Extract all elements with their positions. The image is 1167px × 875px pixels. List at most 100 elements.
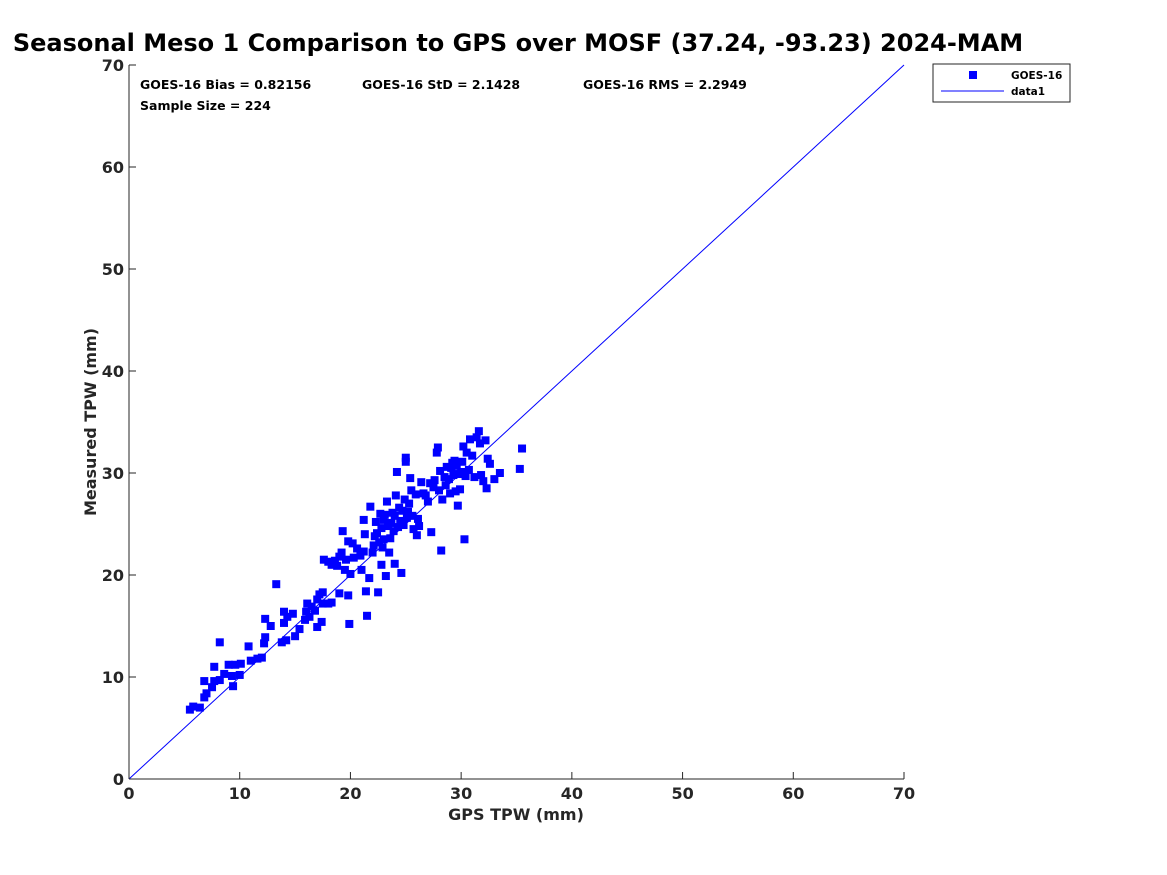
stats-annotations: GOES-16 Bias = 0.82156 GOES-16 StD = 2.1…	[140, 77, 747, 113]
scatter-point	[452, 461, 461, 470]
scatter-point	[401, 453, 410, 462]
x-tick-label: 70	[893, 784, 915, 803]
scatter-point	[413, 514, 422, 523]
scatter-point	[394, 523, 403, 532]
scatter-point	[461, 472, 470, 481]
scatter-point	[377, 524, 386, 533]
x-tick-label: 40	[561, 784, 583, 803]
std-annotation: GOES-16 StD = 2.1428	[362, 77, 520, 92]
scatter-point	[229, 682, 238, 691]
scatter-point	[319, 555, 328, 564]
scatter-point	[482, 484, 491, 493]
scatter-point	[359, 515, 368, 524]
legend-marker-goes16	[969, 71, 977, 79]
x-tick-label: 20	[339, 784, 361, 803]
scatter-point	[464, 465, 473, 474]
scatter-point	[365, 574, 374, 583]
scatter-point	[359, 547, 368, 556]
scatter-point	[189, 702, 198, 711]
scatter-point	[348, 539, 357, 548]
scatter-point	[441, 481, 450, 490]
scatter-point	[437, 546, 446, 555]
scatter-point	[345, 619, 354, 628]
y-axis-label: Measured TPW (mm)	[81, 328, 100, 516]
scatter-point	[411, 490, 420, 499]
scatter-point	[318, 599, 327, 608]
scatter-point	[373, 529, 381, 538]
y-tick-label: 50	[102, 260, 124, 279]
scatter-point	[220, 669, 229, 678]
scatter-point	[397, 568, 406, 577]
scatter-point	[446, 489, 455, 498]
legend: GOES-16 data1	[932, 63, 1071, 103]
scatter-point	[272, 580, 281, 589]
scatter-point	[402, 513, 411, 522]
scatter-point	[449, 471, 458, 480]
scatter-point	[363, 611, 372, 620]
scatter-point	[253, 654, 262, 663]
scatter-point	[340, 565, 349, 574]
legend-label-data1: data1	[1011, 86, 1045, 98]
scatter-point	[335, 589, 344, 598]
scatter-point	[385, 548, 394, 557]
scatter-point	[379, 515, 388, 524]
plot-area	[128, 64, 905, 780]
scatter-point	[215, 676, 224, 685]
y-tick-label: 30	[102, 464, 124, 483]
y-ticks: 0 10 20 30 40 50 60 70	[102, 56, 136, 789]
scatter-point	[344, 537, 353, 546]
scatter-point	[457, 467, 466, 476]
scatter-point	[433, 443, 442, 452]
scatter-point	[485, 459, 494, 468]
scatter-point	[288, 609, 297, 618]
scatter-point	[368, 548, 377, 557]
x-ticks: 0 10 20 30 40 50 60 70	[123, 772, 915, 803]
scatter-point	[450, 456, 459, 465]
scatter-point	[390, 511, 399, 520]
scatter-point	[210, 662, 219, 671]
x-axis-label: GPS TPW (mm)	[448, 805, 584, 824]
plot-marks	[128, 64, 905, 780]
scatter-point	[360, 530, 369, 539]
scatter-point	[447, 463, 456, 472]
scatter-point	[468, 451, 477, 460]
scatter-point	[381, 572, 390, 581]
scatter-point	[495, 469, 504, 477]
scatter-point	[195, 703, 204, 712]
scatter-point	[349, 553, 358, 562]
scatter-point	[456, 485, 465, 494]
scatter-point	[344, 591, 353, 600]
scatter-point	[346, 569, 355, 578]
scatter-point	[266, 622, 275, 630]
scatter-point	[342, 555, 350, 564]
scatter-point	[353, 544, 362, 553]
scatter-point	[378, 543, 387, 552]
scatter-point	[391, 491, 400, 500]
scatter-point	[515, 464, 524, 473]
scatter-point	[327, 560, 336, 569]
scatter-point	[257, 653, 266, 662]
scatter-point	[366, 502, 375, 511]
scatter-point	[333, 561, 342, 570]
scatter-point	[474, 427, 483, 436]
scatter-point	[244, 642, 253, 651]
scatter-point	[466, 435, 474, 444]
scatter-point	[405, 499, 414, 508]
scatter-point	[387, 518, 396, 527]
scatter-point	[361, 587, 370, 596]
y-tick-label: 20	[102, 566, 124, 585]
scatter-point	[479, 477, 488, 486]
scatter-point	[483, 454, 492, 463]
scatter-point	[436, 466, 445, 475]
y-tick-label: 60	[102, 158, 124, 177]
scatter-point	[440, 473, 449, 482]
scatter-point	[338, 527, 347, 536]
scatter-point	[518, 444, 527, 453]
scatter-point	[327, 598, 336, 607]
scatter-point	[236, 659, 245, 668]
scatter-point	[231, 660, 240, 669]
scatter-point	[429, 483, 438, 492]
scatter-point	[438, 495, 447, 504]
scatter-point	[481, 436, 490, 445]
scatter-point	[313, 595, 322, 604]
